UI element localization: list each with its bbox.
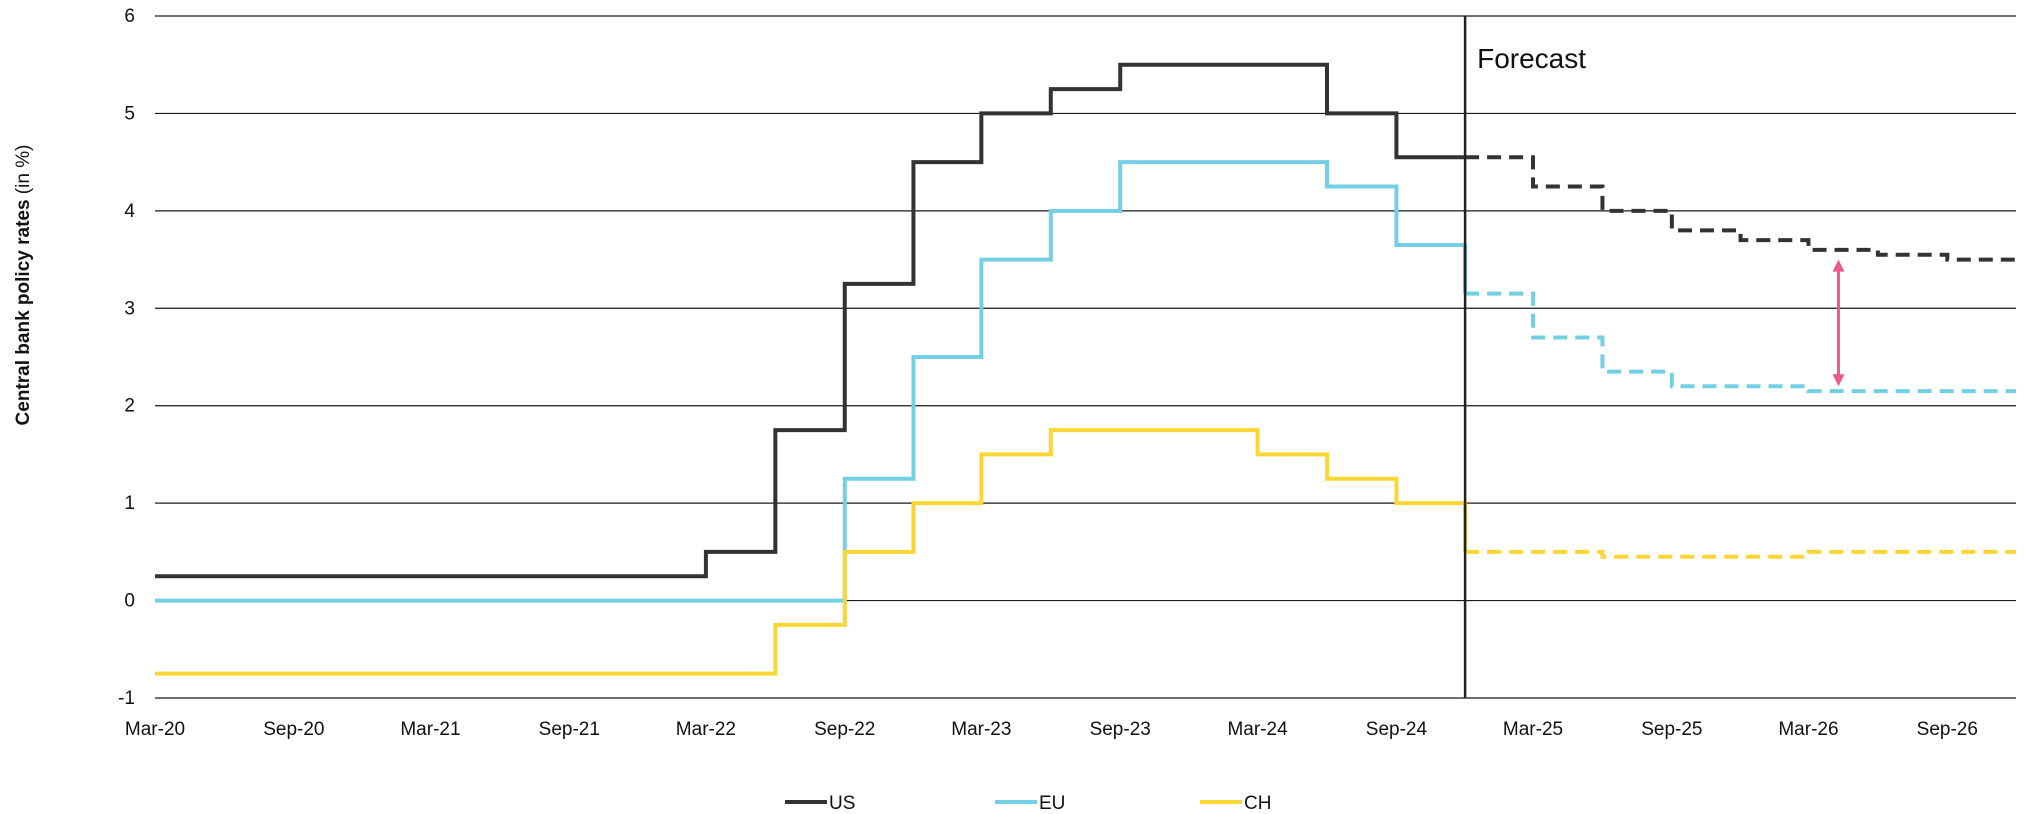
y-tick-label: -1 xyxy=(118,688,135,709)
x-tick-label: Mar-25 xyxy=(1503,719,1563,740)
x-tick-label: Sep-20 xyxy=(263,719,324,740)
gap-arrow-head-bottom xyxy=(1832,374,1845,387)
y-tick-label: 5 xyxy=(124,103,135,124)
legend-label-ch: CH xyxy=(1244,793,1271,814)
x-tick-label: Mar-20 xyxy=(125,719,185,740)
y-tick-label: 4 xyxy=(124,201,135,222)
forecast-label: Forecast xyxy=(1477,43,1586,74)
series-line-ch xyxy=(155,428,1468,676)
x-tick-label: Sep-22 xyxy=(814,719,875,740)
legend-label-us: US xyxy=(829,793,855,814)
x-tick-label: Sep-25 xyxy=(1641,719,1702,740)
y-axis-label-unit: (in %) xyxy=(13,145,34,200)
series-lines xyxy=(155,62,2016,676)
y-axis-label-main: Central bank policy rates xyxy=(13,199,34,425)
y-axis-ticks: -1 0 1 2 3 4 5 6 xyxy=(118,6,135,709)
x-tick-label: Mar-21 xyxy=(400,719,460,740)
rate-gap-arrow xyxy=(1832,259,1845,387)
series-line-us xyxy=(155,62,1466,579)
series-forecast-ch xyxy=(1465,549,2016,559)
x-axis-ticks: Mar-20 Sep-20 Mar-21 Sep-21 Mar-22 Sep-22 Mar-… xyxy=(125,719,1978,740)
series-forecast-eu xyxy=(1465,291,2016,394)
series-forecast-us xyxy=(1465,155,2016,262)
x-tick-label: Sep-26 xyxy=(1917,719,1978,740)
y-tick-label: 0 xyxy=(124,591,135,612)
y-tick-label: 3 xyxy=(124,298,135,319)
x-tick-label: Mar-22 xyxy=(676,719,736,740)
x-tick-label: Mar-23 xyxy=(951,719,1011,740)
y-axis-label: Central bank policy rates (in %) xyxy=(13,145,34,426)
y-tick-label: 2 xyxy=(124,396,135,417)
x-tick-label: Sep-23 xyxy=(1090,719,1151,740)
x-tick-label: Sep-24 xyxy=(1366,719,1428,740)
legend: US EU CH xyxy=(785,793,1271,814)
y-tick-label: 6 xyxy=(124,6,135,27)
x-tick-label: Mar-24 xyxy=(1227,719,1288,740)
gap-arrow-head-top xyxy=(1832,259,1845,272)
series-line-eu xyxy=(155,160,1468,603)
x-tick-label: Mar-26 xyxy=(1778,719,1838,740)
y-tick-label: 1 xyxy=(124,493,135,514)
x-tick-label: Sep-21 xyxy=(539,719,600,740)
legend-label-eu: EU xyxy=(1039,793,1065,814)
gridlines xyxy=(155,15,2016,699)
